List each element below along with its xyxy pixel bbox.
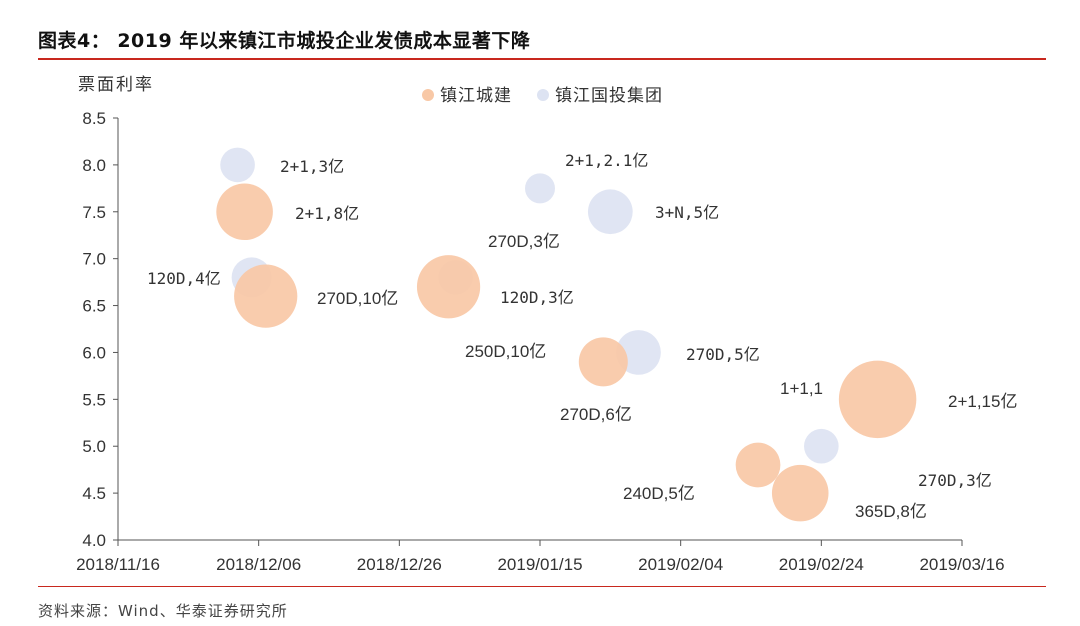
annotation-label: 270D,6亿 (560, 405, 632, 424)
y-tick-label: 5.0 (82, 437, 106, 456)
bubble-annotations: 2+1,3亿 2+1,8亿 120D,4亿 270D,10亿 120D,3亿 2… (147, 151, 1017, 521)
y-tick-label: 4.0 (82, 531, 106, 550)
bubble-zjcj (578, 337, 628, 387)
annotation-label: 2+1,8亿 (295, 204, 359, 223)
annotation-label: 2+1,3亿 (280, 157, 344, 176)
annotation-label: 120D,4亿 (147, 269, 221, 288)
y-ticks: 4.0 4.5 5.0 5.5 6.0 6.5 7.0 7.5 8.0 8.5 (82, 109, 118, 550)
x-tick-label: 2019/02/24 (779, 555, 864, 574)
legend-label-zjgt: 镇江国投集团 (555, 86, 663, 106)
annotation-label: 365D,8亿 (855, 502, 927, 521)
y-tick-label: 7.5 (82, 203, 106, 222)
annotation-label: 120D,3亿 (500, 288, 574, 307)
annotation-label: 240D,5亿 (623, 484, 695, 503)
x-tick-label: 2018/12/26 (357, 555, 442, 574)
annotation-label: 2+1,15亿 (948, 392, 1017, 411)
legend-marker-zjcj (422, 89, 434, 101)
bubble-zjcj (216, 183, 273, 241)
figure-title: 图表4： 2019 年以来镇江市城投企业发债成本显著下降 (38, 30, 531, 52)
y-axis-label: 票面利率 (78, 75, 154, 95)
annotation-label: 270D,3亿 (918, 471, 992, 490)
legend-label-zjcj: 镇江城建 (440, 86, 512, 106)
legend-marker-zjgt (537, 89, 549, 101)
annotation-label: 1+1,1 (780, 379, 823, 398)
bubble-zjcj (234, 264, 298, 328)
bubble-zjcj (771, 464, 829, 522)
y-tick-label: 4.5 (82, 484, 106, 503)
legend: 镇江城建 镇江国投集团 (422, 86, 663, 106)
annotation-label: 270D,5亿 (686, 345, 760, 364)
source-rule (38, 586, 1046, 587)
bubble-zjgt (804, 428, 839, 464)
y-tick-label: 6.0 (82, 343, 106, 362)
x-tick-label: 2019/03/16 (919, 555, 1004, 574)
bubble-zjcj (735, 442, 781, 488)
bubble-zjgt (587, 189, 633, 235)
y-tick-label: 6.5 (82, 297, 106, 316)
x-tick-label: 2018/11/16 (76, 555, 160, 574)
bubble-zjcj (416, 255, 481, 319)
bubble-zjgt (220, 147, 255, 183)
x-tick-label: 2019/02/04 (638, 555, 723, 574)
source-note: 资料来源：Wind、华泰证券研究所 (38, 602, 288, 620)
y-tick-label: 7.0 (82, 250, 106, 269)
y-tick-label: 8.0 (82, 156, 106, 175)
x-tick-label: 2019/01/15 (497, 555, 582, 574)
title-rule (38, 58, 1046, 60)
bubbles (216, 147, 917, 522)
x-ticks: 2018/11/16 2018/12/06 2018/12/26 2019/01/15… (76, 540, 1005, 574)
bubble-zjcj (838, 360, 917, 439)
y-tick-label: 5.5 (82, 390, 106, 409)
annotation-label: 270D,10亿 (317, 289, 398, 308)
annotation-label: 3+N,5亿 (655, 203, 719, 222)
annotation-label: 270D,3亿 (488, 232, 560, 251)
annotation-label: 2+1,2.1亿 (565, 151, 648, 170)
x-tick-label: 2018/12/06 (216, 555, 301, 574)
annotation-label: 250D,10亿 (465, 342, 546, 361)
y-tick-label: 8.5 (82, 109, 106, 128)
bubble-zjgt (525, 173, 555, 204)
